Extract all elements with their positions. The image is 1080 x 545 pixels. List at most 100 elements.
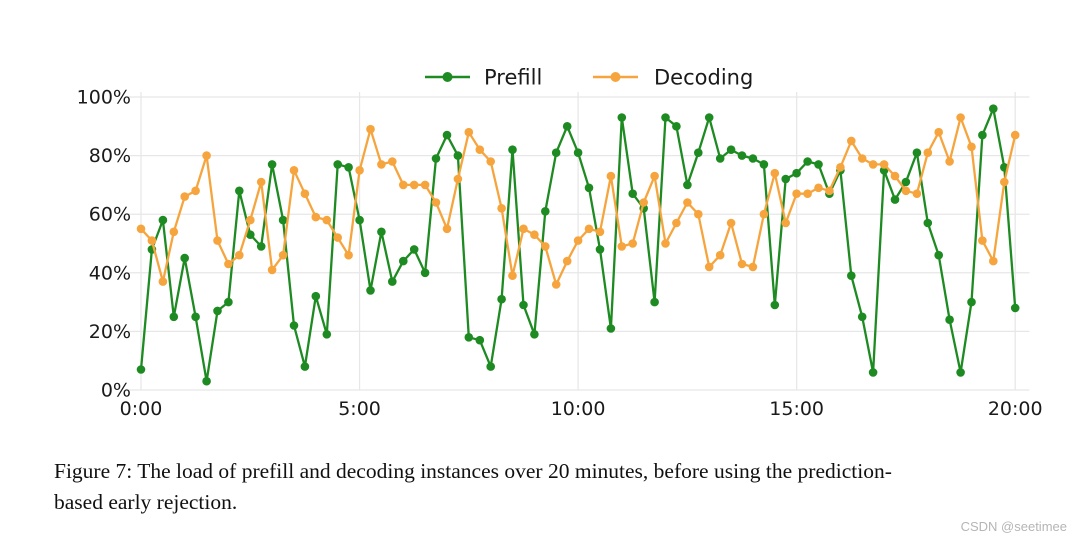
figure-caption-line1: Figure 7: The load of prefill and decodi…	[54, 459, 892, 483]
x-tick-label: 15:00	[769, 398, 824, 420]
prefill-data-point	[224, 297, 233, 307]
prefill-data-point	[333, 160, 343, 169]
figure-caption: Figure 7: The load of prefill and decodi…	[54, 456, 1046, 518]
prefill-data-point	[136, 365, 146, 374]
decoding-data-point	[246, 215, 255, 225]
prefill-data-point	[311, 291, 321, 301]
prefill-data-point	[617, 113, 627, 122]
prefill-data-point	[661, 113, 670, 122]
prefill-data-point	[584, 183, 594, 193]
decoding-data-point	[1010, 130, 1020, 140]
prefill-data-point	[650, 297, 659, 307]
decoding-data-point	[562, 256, 572, 266]
legend-label-prefill: Prefill	[484, 66, 542, 90]
decoding-data-point	[311, 212, 321, 222]
y-tick-label: 100%	[77, 87, 131, 109]
prefill-data-point	[551, 148, 561, 157]
prefill-data-point	[388, 277, 397, 286]
decoding-data-point	[551, 280, 561, 289]
y-tick-label: 60%	[89, 204, 131, 226]
prefill-data-point	[726, 145, 736, 154]
decoding-data-point	[158, 277, 168, 286]
prefill-data-point	[715, 154, 725, 163]
decoding-data-point	[377, 160, 386, 169]
prefill-data-point	[169, 312, 179, 322]
decoding-series	[136, 113, 1020, 289]
decoding-data-point	[344, 250, 353, 260]
y-tick-label: 20%	[89, 321, 131, 343]
decoding-data-point	[715, 250, 725, 260]
decoding-data-point	[945, 157, 954, 166]
decoding-data-point	[857, 154, 867, 163]
prefill-data-point	[573, 148, 583, 157]
decoding-data-point	[278, 250, 288, 260]
prefill-data-point	[694, 148, 703, 157]
decoding-data-point	[934, 127, 943, 137]
decoding-data-point	[661, 239, 670, 248]
prefill-data-point	[278, 215, 288, 225]
prefill-data-point	[377, 227, 386, 237]
decoding-data-point	[136, 224, 146, 234]
prefill-data-point	[344, 163, 353, 172]
load-chart-container: 0% 20% 40% 60% 80% 100% 0:00 5:00 10:00 15:00 20:0…	[77, 66, 1043, 421]
decoding-data-point	[956, 113, 965, 122]
decoding-data-point	[486, 157, 496, 166]
prefill-data-point	[180, 253, 189, 263]
prefill-data-point	[420, 268, 430, 278]
decoding-data-point	[519, 224, 528, 234]
prefill-data-point	[486, 362, 496, 371]
decoding-data-point	[617, 242, 627, 251]
decoding-data-point	[683, 198, 692, 207]
decoding-data-point	[475, 145, 485, 154]
decoding-data-point	[989, 256, 998, 266]
load-chart: 0% 20% 40% 60% 80% 100% 0:00 5:00 10:00 15:00 20:0…	[77, 66, 1043, 421]
y-axis-tick-labels: 0% 20% 40% 60% 80% 100%	[77, 87, 131, 402]
legend-item-prefill: Prefill	[425, 66, 542, 90]
decoding-data-point	[639, 198, 648, 207]
decoding-data-point	[169, 227, 179, 237]
prefill-data-point	[934, 250, 943, 260]
decoding-data-point	[322, 215, 332, 225]
decoding-data-point	[420, 180, 430, 190]
decoding-data-point	[191, 186, 200, 196]
decoding-data-point	[366, 124, 375, 134]
y-tick-label: 40%	[89, 262, 131, 284]
prefill-data-point	[989, 104, 998, 113]
prefill-data-point	[737, 151, 747, 160]
decoding-data-point	[967, 142, 976, 152]
decoding-data-point	[923, 148, 933, 157]
prefill-data-point	[530, 330, 539, 339]
decoding-data-point	[650, 171, 659, 181]
prefill-data-point	[541, 207, 550, 216]
decoding-data-point	[825, 186, 834, 196]
x-tick-label: 5:00	[338, 398, 381, 420]
prefill-data-point	[890, 195, 900, 204]
decoding-data-point	[399, 180, 408, 190]
decoding-data-point	[847, 136, 856, 146]
prefill-data-point	[978, 130, 987, 140]
x-tick-label: 0:00	[120, 398, 163, 420]
decoding-data-point	[508, 271, 517, 281]
decoding-data-point	[464, 127, 474, 137]
x-axis-tick-labels: 0:00 5:00 10:00 15:00 20:00	[120, 398, 1043, 420]
decoding-data-point	[431, 198, 441, 207]
prefill-data-point	[704, 113, 714, 122]
prefill-data-point	[595, 245, 605, 254]
prefill-data-point	[213, 306, 222, 316]
prefill-data-point	[803, 157, 812, 166]
decoding-data-point	[289, 166, 299, 175]
prefill-data-point	[453, 151, 463, 160]
decoding-data-point	[978, 236, 987, 245]
prefill-data-point	[672, 122, 681, 131]
prefill-data-point	[847, 271, 856, 281]
decoding-data-point	[235, 250, 244, 260]
prefill-data-point	[289, 321, 299, 330]
decoding-data-point	[814, 183, 823, 193]
prefill-data-point	[464, 333, 474, 342]
decoding-data-point	[1000, 177, 1009, 187]
prefill-data-point	[562, 122, 572, 131]
decoding-data-point	[737, 259, 747, 269]
prefill-data-point	[235, 186, 244, 196]
decoding-data-point	[759, 209, 769, 219]
decoding-data-point	[781, 218, 790, 228]
